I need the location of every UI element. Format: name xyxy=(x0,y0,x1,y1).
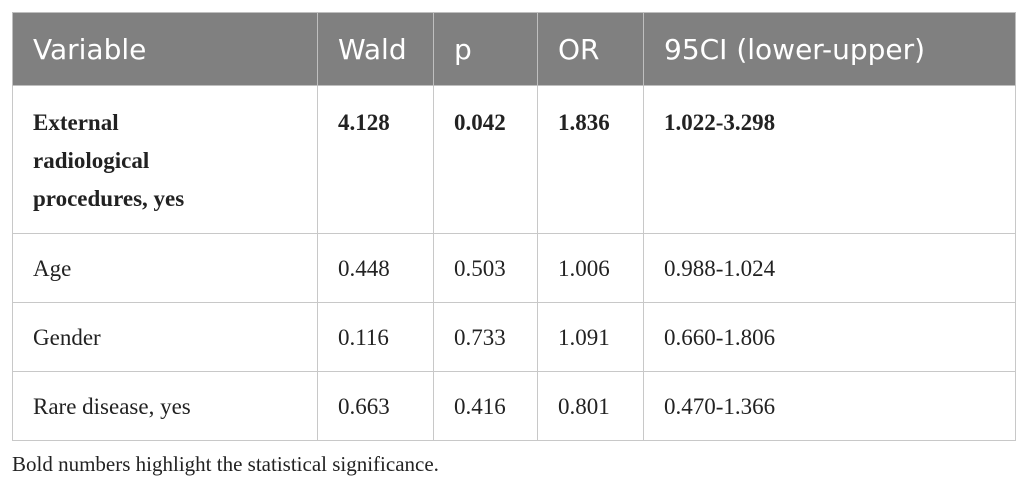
table-cell: 0.801 xyxy=(537,371,644,441)
table-row: Rare disease, yes 0.663 0.416 0.801 0.470-1.… xyxy=(12,371,1016,441)
header-cell: Variable xyxy=(12,12,318,86)
table-body: External radiological procedures, yes 4.1… xyxy=(12,85,1016,441)
table-cell: Rare disease, yes xyxy=(12,371,318,441)
variable-label: External radiological procedures, yes xyxy=(33,110,185,211)
table-cell: External radiological procedures, yes xyxy=(12,85,318,234)
table-cell: 1.006 xyxy=(537,233,644,303)
table-row: Gender 0.116 0.733 1.091 0.660-1.806 xyxy=(12,302,1016,372)
header-cell: p xyxy=(433,12,538,86)
table-cell: 0.416 xyxy=(433,371,538,441)
variable-label: Rare disease, yes xyxy=(33,394,191,419)
header-cell: Wald xyxy=(317,12,434,86)
variable-label: Age xyxy=(33,256,72,281)
table-row: External radiological procedures, yes 4.1… xyxy=(12,85,1016,234)
table-cell: 0.116 xyxy=(317,302,434,372)
table-cell: 0.042 xyxy=(433,85,538,234)
footnote: Bold numbers highlight the statistical s… xyxy=(12,452,439,476)
table-cell: 1.022-3.298 xyxy=(643,85,1016,234)
table-cell: 0.988-1.024 xyxy=(643,233,1016,303)
variable-label: Gender xyxy=(33,325,101,350)
table-cell: 0.733 xyxy=(433,302,538,372)
table-cell: 0.660-1.806 xyxy=(643,302,1016,372)
table-cell: 0.503 xyxy=(433,233,538,303)
table-cell: 0.663 xyxy=(317,371,434,441)
table-cell: 1.836 xyxy=(537,85,644,234)
header-cell: OR xyxy=(537,12,644,86)
table-cell: 4.128 xyxy=(317,85,434,234)
table-cell: Gender xyxy=(12,302,318,372)
header-row: Variable Wald p OR 95CI (lower-upper) xyxy=(12,12,1016,86)
table-row: Age 0.448 0.503 1.006 0.988-1.024 xyxy=(12,233,1016,303)
table-cell: 1.091 xyxy=(537,302,644,372)
table-cell: Age xyxy=(12,233,318,303)
table: Variable Wald p OR 95CI (lower-upper) Extern… xyxy=(12,12,1016,441)
header-cell: 95CI (lower-upper) xyxy=(643,12,1016,86)
table-cell: 0.448 xyxy=(317,233,434,303)
table-cell: 0.470-1.366 xyxy=(643,371,1016,441)
